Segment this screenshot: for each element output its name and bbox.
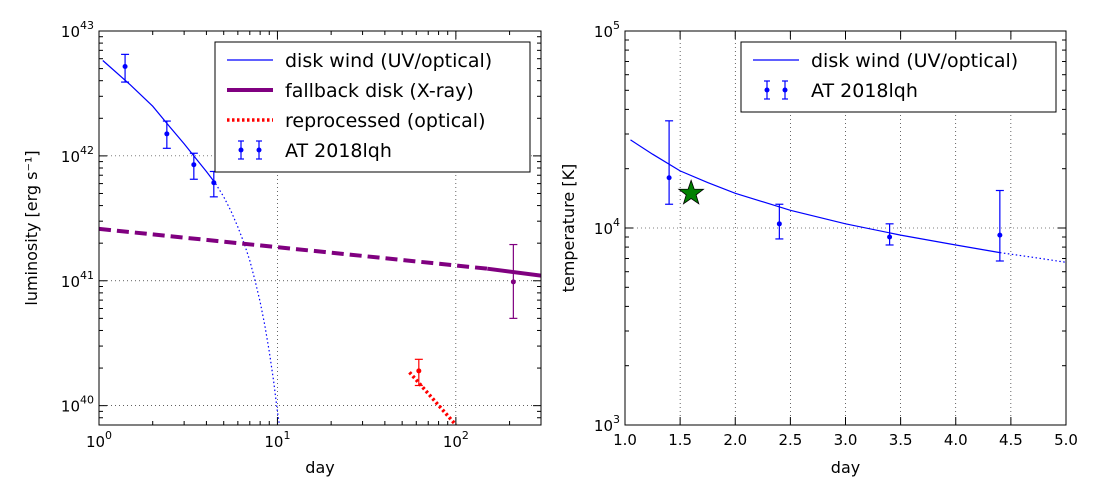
data-layer [630, 120, 1066, 263]
x-tick-label: 4.5 [999, 431, 1023, 449]
series-line-fallback-disk-x-ray- [487, 266, 541, 278]
y-tick-label-exponent: 5 [613, 19, 620, 32]
x-tick-label: 3.0 [834, 431, 858, 449]
legend-label: fallback disk (X-ray) [285, 80, 474, 102]
x-tick-label: 2.5 [778, 431, 802, 449]
data-point [211, 180, 217, 186]
y-tick-label-exponent: 40 [80, 394, 94, 407]
series-line-disk-wind-extrapolation [999, 252, 1066, 263]
y-tick-label: 1040 [61, 394, 94, 416]
y-tick-label-base: 10 [594, 417, 613, 435]
y-tick-label-base: 10 [61, 273, 80, 291]
data-point [776, 221, 782, 227]
x-axis-label: day [305, 458, 334, 477]
legend-label: disk wind (UV/optical) [811, 50, 1018, 72]
legend-label: disk wind (UV/optical) [285, 50, 492, 72]
x-tick-label: 5.0 [1054, 431, 1078, 449]
series-line-reprocessed-optical- [408, 371, 458, 425]
legend-label: AT 2018lqh [811, 80, 918, 102]
data-point [887, 234, 893, 240]
data-point [164, 131, 170, 137]
y-tick-label-base: 10 [594, 220, 613, 238]
legend-handle-point [256, 147, 262, 153]
x-tick-label-base: 10 [264, 433, 283, 451]
legend-handle-point [782, 87, 788, 93]
legend-label: reprocessed (optical) [285, 110, 486, 132]
y-tick-label: 103 [594, 413, 620, 435]
x-tick-label: 2.0 [723, 431, 747, 449]
plot-frame [98, 30, 542, 426]
data-point [122, 63, 128, 69]
legend-handle-point [764, 87, 770, 93]
star-marker [677, 179, 705, 205]
x-tick-label: 100 [86, 429, 112, 451]
y-tick-label-exponent: 3 [613, 413, 620, 426]
y-tick-label-exponent: 43 [80, 19, 94, 32]
legend: disk wind (UV/optical) AT 2018lqh [740, 41, 1057, 113]
series-line-disk-wind-uv-optical- [630, 139, 1001, 254]
x-axis-label: day [831, 458, 860, 477]
series-line-disk-wind-uv-optical- [102, 60, 217, 184]
plot-frame [624, 30, 1067, 426]
x-tick-label-exponent: 1 [283, 429, 290, 442]
y-tick-label: 1041 [61, 269, 94, 291]
x-tick-label: 1.5 [668, 431, 692, 449]
x-tick-label: 3.5 [889, 431, 913, 449]
x-tick-label: 4.0 [944, 431, 968, 449]
x-tick-label: 1.0 [613, 431, 637, 449]
data-point [510, 279, 516, 285]
x-tick-label: 102 [443, 429, 469, 451]
y-tick-label: 104 [594, 216, 620, 238]
data-point [416, 368, 422, 374]
y-tick-label-base: 10 [594, 23, 613, 41]
x-tick-label-base: 10 [86, 433, 105, 451]
x-tick-label-exponent: 0 [105, 429, 112, 442]
legend-handle-point [238, 147, 244, 153]
series-line-disk-wind-extrapolation [215, 183, 281, 425]
y-tick-label-exponent: 41 [80, 269, 94, 282]
legend-label: AT 2018lqh [285, 140, 392, 162]
y-tick-label-base: 10 [61, 148, 80, 166]
data-point [191, 162, 197, 168]
x-tick-label-base: 10 [443, 433, 462, 451]
y-axis-label: luminosity [erg s⁻¹] [22, 150, 41, 305]
data-point [997, 232, 1003, 238]
data-layer [99, 53, 541, 425]
y-tick-label-exponent: 42 [80, 144, 94, 157]
y-tick-label-exponent: 4 [613, 216, 620, 229]
legend: disk wind (UV/optical) fallback disk (X-r… [214, 41, 531, 173]
series-line-fallback-disk-x-ray- [99, 226, 488, 271]
y-tick-label-base: 10 [61, 23, 80, 41]
y-tick-label: 1042 [61, 144, 94, 166]
x-tick-label: 101 [264, 429, 290, 451]
y-axis-label: temperature [K] [559, 164, 578, 293]
y-tick-label: 1043 [61, 19, 94, 41]
y-tick-label-base: 10 [61, 398, 80, 416]
y-tick-label: 105 [594, 19, 620, 41]
data-point [666, 175, 672, 181]
chart-panel-2: 1.0 1.5 2.0 2.5 3.0 3.5 4.0 4.5 5.0103104105dayt… [559, 19, 1078, 477]
x-tick-label-exponent: 2 [462, 429, 469, 442]
legend-box [740, 41, 1057, 113]
legend-box [214, 41, 531, 173]
